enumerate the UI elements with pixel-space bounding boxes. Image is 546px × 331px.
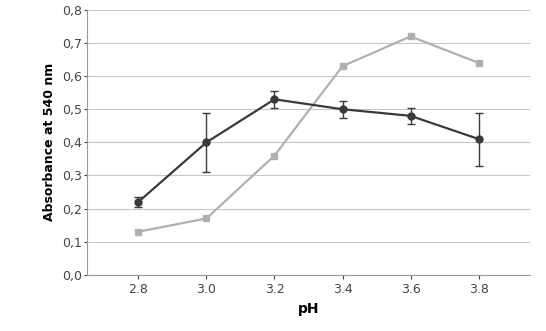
- Y-axis label: Absorbance at 540 nm: Absorbance at 540 nm: [43, 63, 56, 221]
- X-axis label: pH: pH: [298, 302, 319, 316]
